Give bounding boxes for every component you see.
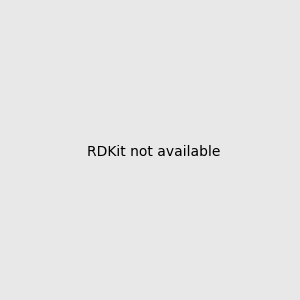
Text: RDKit not available: RDKit not available [87,145,220,158]
